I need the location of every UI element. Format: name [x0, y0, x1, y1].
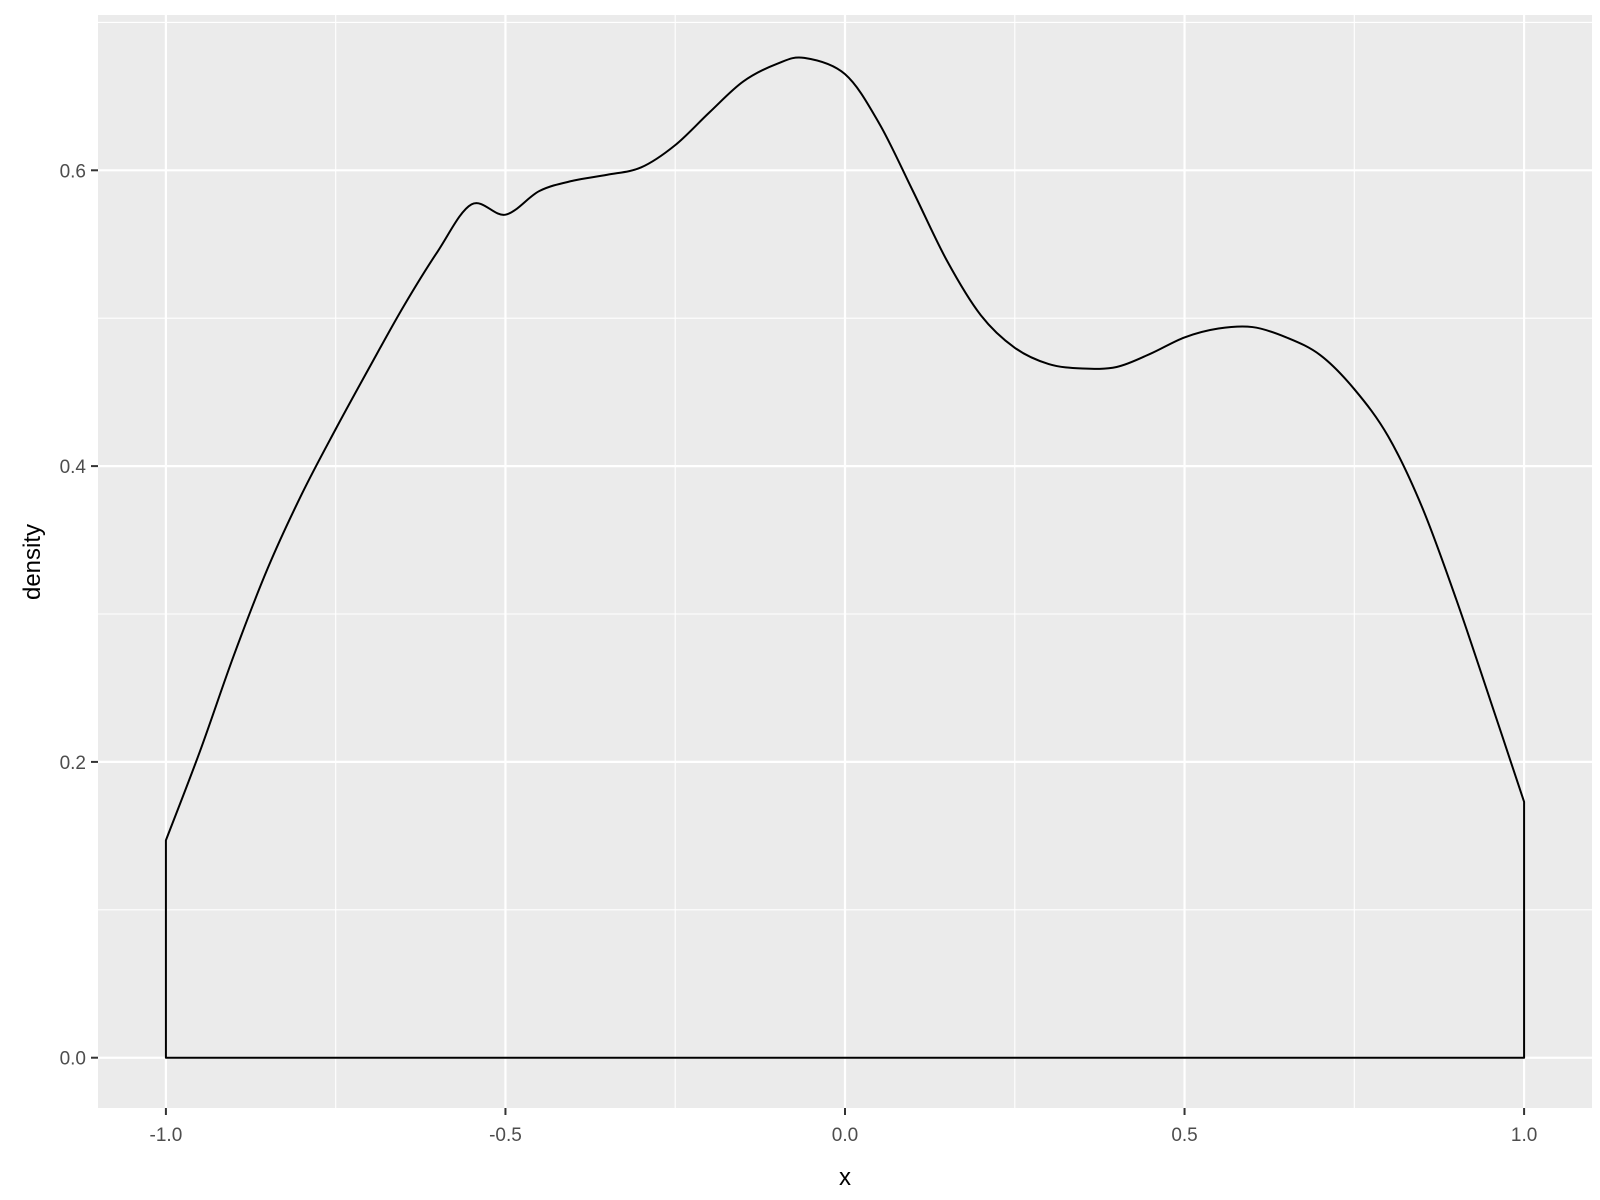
series-layer — [164, 56, 1526, 1059]
x-tick-label: -1.0 — [150, 1125, 183, 1146]
y-tick-label: 0.0 — [60, 1049, 86, 1070]
x-tick-labels: -1.0 -0.5 0.0 0.5 1.0 — [150, 1125, 1538, 1146]
x-tick-label: -0.5 — [489, 1125, 522, 1146]
y-tick-labels: 0.0 0.2 0.4 0.6 — [60, 161, 87, 1069]
axis-ticks — [91, 169, 1526, 1115]
density-outline — [164, 56, 1526, 1059]
y-tick-label: 0.4 — [60, 457, 87, 478]
y-axis-title: density — [19, 524, 46, 600]
x-tick-label: 0.0 — [832, 1125, 858, 1146]
y-tick-label: 0.6 — [60, 161, 86, 182]
x-tick-label: 1.0 — [1511, 1125, 1537, 1146]
x-axis-title: x — [839, 1164, 851, 1191]
y-tick-label: 0.2 — [60, 753, 86, 774]
x-tick-label: 0.5 — [1171, 1125, 1197, 1146]
